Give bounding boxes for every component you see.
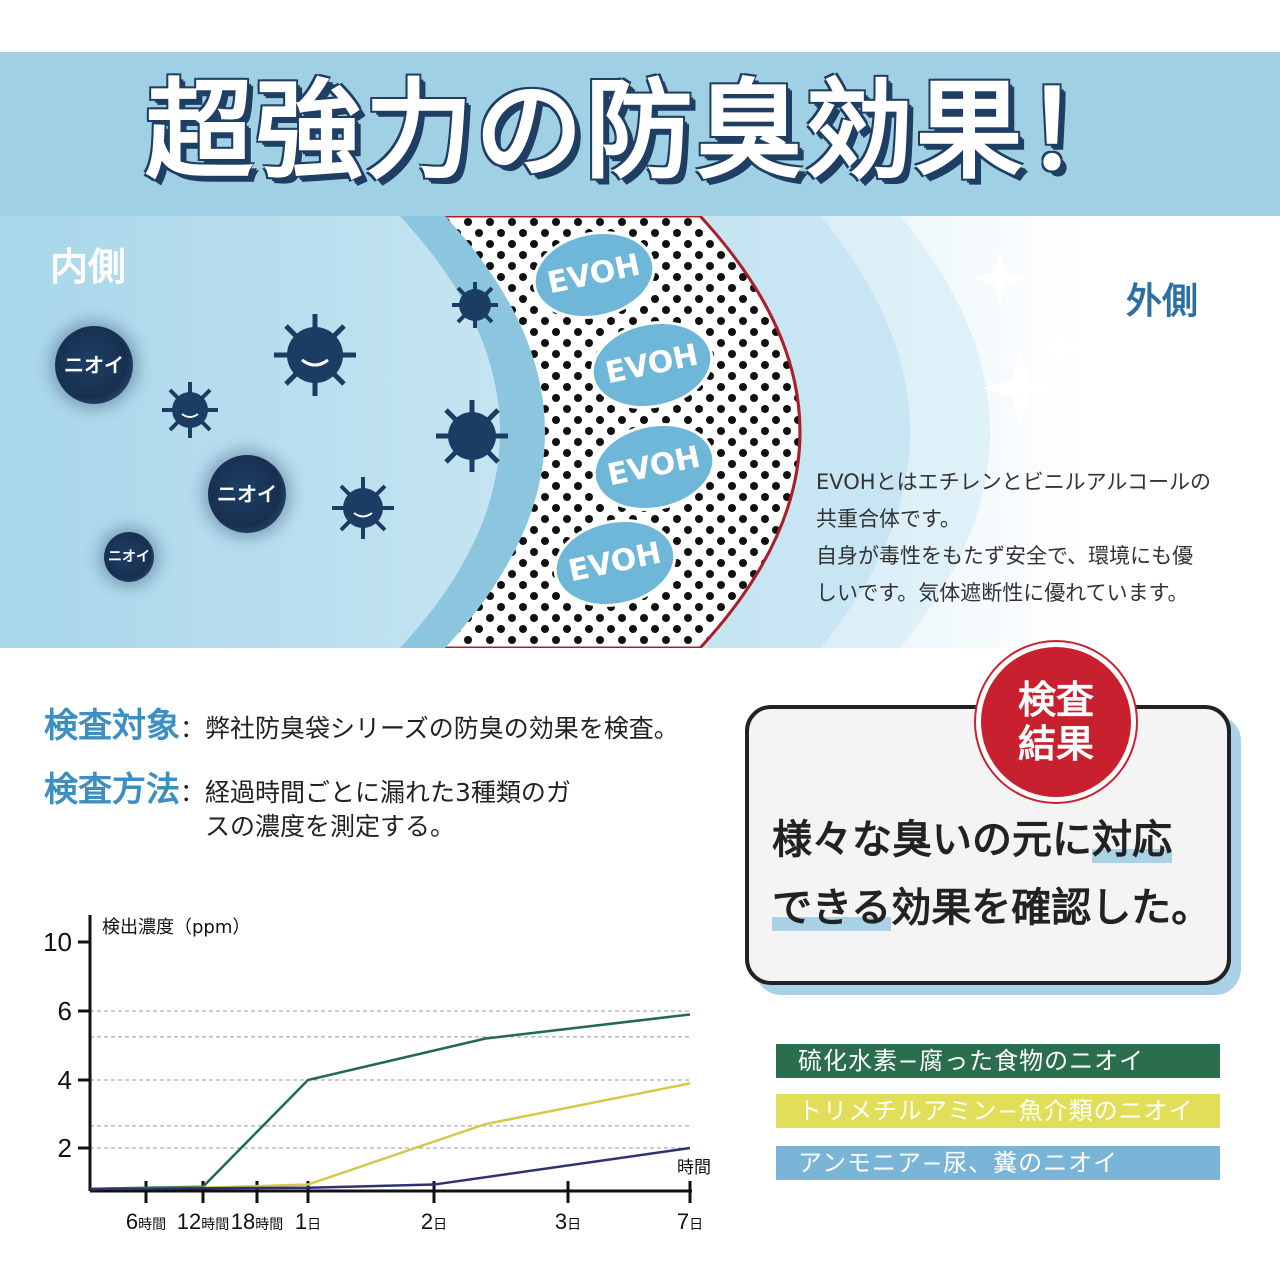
x-tick-label: 1日	[295, 1209, 321, 1234]
inside-label: 内側	[50, 245, 127, 289]
y-tick-label: 6	[58, 996, 72, 1026]
result-badge: 検査 結果	[976, 642, 1136, 802]
x-tick-label: 6時間	[126, 1209, 166, 1234]
x-axis-label: 時間	[677, 1158, 711, 1178]
smell-ball: ニオイ	[208, 455, 286, 533]
x-tick-label: 12時間	[177, 1209, 229, 1234]
chart-axes	[78, 915, 692, 1203]
banner-title: 超強力の防臭効果！	[144, 69, 1135, 194]
description-line: 共重合体です。	[816, 507, 961, 531]
y-tick-label: 4	[58, 1065, 72, 1095]
description-line: しいです。気体遮断性に優れています。	[816, 581, 1189, 605]
test-target-label: 検査対象	[44, 706, 180, 746]
germ-icon	[162, 382, 218, 438]
result-highlight: できる	[772, 885, 892, 931]
badge-line: 検査	[1017, 678, 1094, 722]
concentration-chart: 2 4 6 10 6時間 12時間 18時間 1日 2日 3日 7日 検出濃度（ppm） 時間	[43, 915, 711, 1234]
badge-line: 結果	[1017, 722, 1094, 766]
legend-item-ammonia: アンモニア−尿、糞のニオイ	[776, 1146, 1220, 1180]
y-axis-label: 検出濃度（ppm）	[102, 917, 250, 938]
outside-label: 外側	[1126, 281, 1199, 322]
y-tick-label: 10	[43, 927, 72, 957]
test-target-row: 検査対象：弊社防臭袋シリーズの防臭の効果を検査。	[44, 698, 679, 750]
result-text-part: 様々な臭いの元に	[772, 817, 1092, 863]
test-method-label: 検査方法	[44, 770, 180, 810]
sparkle-icon	[972, 250, 1088, 426]
test-target-text: ：弊社防臭袋シリーズの防臭の効果を検査。	[180, 714, 679, 743]
smell-ball: ニオイ	[55, 326, 133, 404]
x-tick-label: 2日	[421, 1209, 447, 1234]
y-tick-label: 2	[58, 1133, 72, 1163]
series-line	[89, 1146, 691, 1191]
legend-item-trimethylamine: トリメチルアミン−魚介類のニオイ	[776, 1094, 1220, 1128]
test-method-text-cont: スの濃度を測定する。	[205, 812, 456, 841]
x-tick-label: 7日	[677, 1209, 703, 1234]
result-highlight: 対応	[1092, 817, 1172, 863]
germ-icon	[436, 400, 508, 472]
series-line	[89, 1082, 691, 1191]
x-tick-label: 3日	[555, 1209, 581, 1234]
chart-labels: 2 4 6 10 6時間 12時間 18時間 1日 2日 3日 7日 検出濃度（ppm） 時間	[43, 917, 711, 1234]
chart-grid	[90, 1010, 690, 1149]
chart-series	[89, 1013, 691, 1191]
germ-icon	[332, 477, 394, 539]
evoh-description: EVOHとはエチレンとビニルアルコールの 共重合体です。 自身が毒性をもたず安全…	[816, 464, 1256, 612]
title-banner	[0, 52, 1280, 216]
result-text-part: 効果を確認した。	[891, 885, 1212, 931]
x-tick-label: 18時間	[231, 1209, 283, 1234]
result-text: 様々な臭いの元に対応 できる効果を確認した。	[772, 806, 1212, 942]
test-method-row: 検査方法：経過時間ごとに漏れた3種類のガ	[44, 762, 571, 814]
germ-icon	[274, 314, 356, 396]
smell-ball: ニオイ	[104, 532, 154, 582]
legend-item-hydrogen-sulfide: 硫化水素−腐った食物のニオイ	[776, 1044, 1220, 1078]
test-method-text: ：経過時間ごとに漏れた3種類のガ	[180, 778, 571, 807]
description-line: 自身が毒性をもたず安全で、環境にも優	[816, 544, 1194, 568]
description-line: EVOHとはエチレンとビニルアルコールの	[816, 470, 1211, 494]
germ-icon	[452, 282, 498, 328]
